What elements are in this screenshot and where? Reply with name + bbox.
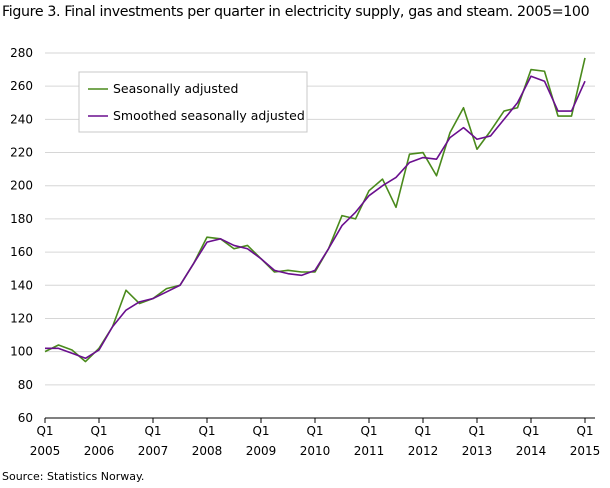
x-tick-label-quarter: Q1	[36, 424, 53, 438]
x-tick-label-year: 2005	[30, 444, 61, 458]
x-tick-label-year: 2014	[516, 444, 547, 458]
y-tick-label: 60	[18, 411, 33, 425]
x-tick-label-quarter: Q1	[414, 424, 431, 438]
x-tick-label-year: 2008	[192, 444, 223, 458]
y-tick-label: 180	[10, 212, 33, 226]
source-note: Source: Statistics Norway.	[2, 470, 145, 483]
x-tick-label-quarter: Q1	[576, 424, 593, 438]
x-tick-label-quarter: Q1	[522, 424, 539, 438]
series-line-smoothed-seasonally-adjusted	[45, 75, 586, 360]
y-tick-label: 120	[10, 311, 33, 325]
series-line-seasonally-adjusted	[44, 57, 586, 363]
y-tick-label: 240	[10, 112, 33, 126]
x-axis	[44, 417, 595, 423]
x-tick-label-year: 2009	[246, 444, 277, 458]
y-axis-tick-labels: 60 80 100 120 140 160 180 200 220 240 260 280	[10, 46, 33, 425]
x-tick-label-year: 2012	[408, 444, 439, 458]
x-tick-label-quarter: Q1	[90, 424, 107, 438]
x-tick-label-quarter: Q1	[144, 424, 161, 438]
x-tick-label-year: 2013	[462, 444, 493, 458]
y-tick-label: 220	[10, 146, 33, 160]
x-tick-label-quarter: Q1	[198, 424, 215, 438]
x-tick-label-quarter: Q1	[360, 424, 377, 438]
y-tick-label: 140	[10, 278, 33, 292]
x-tick-label-year: 2010	[300, 444, 331, 458]
x-tick-label-quarter: Q1	[306, 424, 323, 438]
legend-label-seasonally-adjusted: Seasonally adjusted	[113, 81, 238, 96]
legend-box	[78, 71, 308, 133]
x-tick-label-year: 2007	[138, 444, 169, 458]
y-tick-label: 160	[10, 245, 33, 259]
y-tick-label: 260	[10, 79, 33, 93]
y-tick-label: 280	[10, 46, 33, 60]
y-tick-label: 100	[10, 345, 33, 359]
legend-label-smoothed-seasonally-adjusted: Smoothed seasonally adjusted	[113, 108, 305, 123]
x-tick-label-quarter: Q1	[468, 424, 485, 438]
x-tick-label-year: 2015	[570, 444, 601, 458]
legend: Seasonally adjusted Smoothed seasonally …	[78, 71, 308, 133]
chart-title: Figure 3. Final investments per quarter …	[2, 4, 590, 20]
series-lines	[44, 57, 586, 363]
x-tick-label-year: 2011	[354, 444, 385, 458]
x-axis-tick-labels: Q1 2005 Q1 2006 Q1 2007 Q1 2008 Q1 2009 Q1 2010 Q1 20…	[30, 424, 601, 458]
x-tick-label-year: 2006	[84, 444, 115, 458]
x-tick-label-quarter: Q1	[252, 424, 269, 438]
y-tick-label: 80	[18, 378, 33, 392]
y-tick-label: 200	[10, 179, 33, 193]
